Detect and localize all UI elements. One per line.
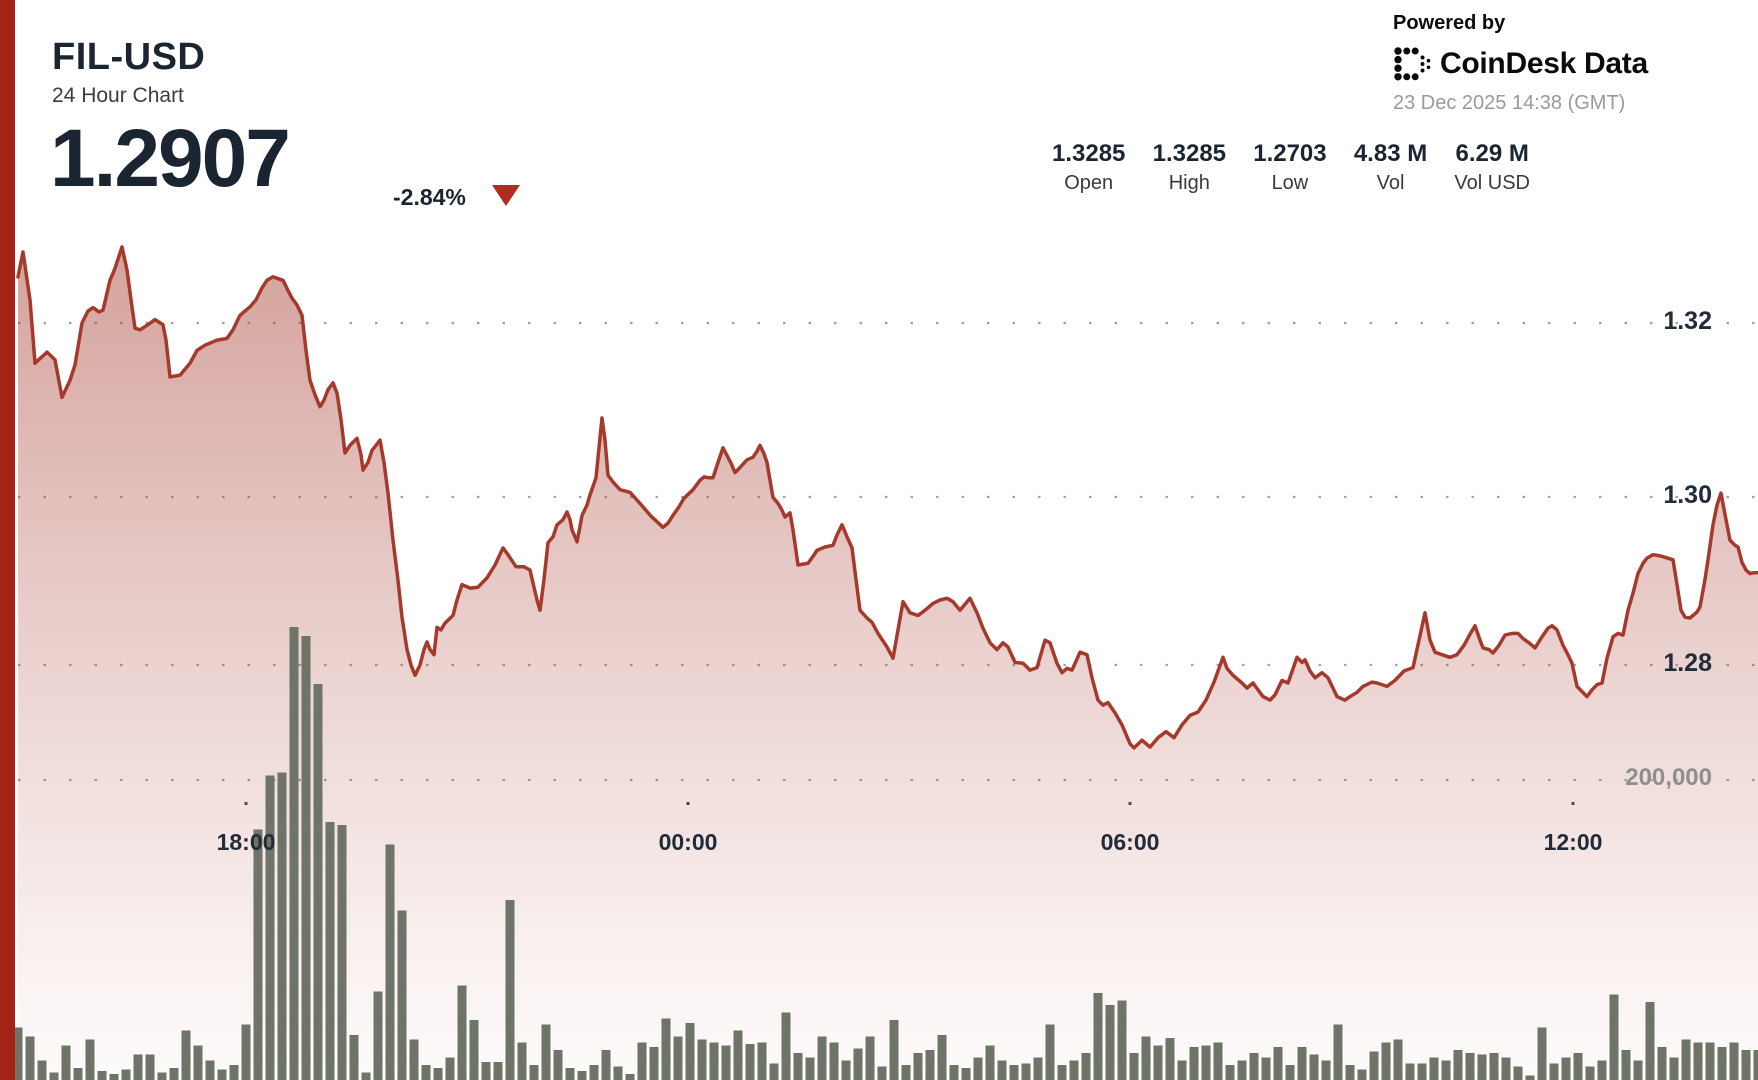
stat-low: 1.2703 Low [1253,140,1327,194]
powered-by-block[interactable]: Powered by CoinDesk Data 23 Dec 2025 14:… [1393,12,1703,115]
y-axis-price-label: 1.28 [1663,649,1712,677]
symbol-title: FIL-USD [52,36,206,78]
stat-vol: 4.83 M Vol [1353,140,1428,194]
chart-subtitle: 24 Hour Chart [52,84,184,107]
x-axis-ticks [244,802,1575,805]
x-axis-time-label: 12:00 [1543,829,1603,855]
left-accent-bar [0,0,15,1080]
down-triangle-icon [492,185,520,206]
y-axis-price-label: 1.32 [1663,307,1712,335]
stat-vol-usd: 6.29 M Vol USD [1454,140,1530,194]
x-axis-time-label: 18:00 [216,829,276,855]
current-price: 1.2907 [50,113,291,204]
x-axis-time-label: 06:00 [1100,829,1160,855]
y-axis-price-label: 1.30 [1663,481,1712,509]
y-axis-volume-label: 200,000 [1625,764,1712,791]
stat-high: 1.3285 High [1152,140,1227,194]
coindesk-brand-text: CoinDesk Data [1440,47,1648,80]
stat-open: 1.3285 Open [1052,140,1126,194]
change-percent: -2.84% [393,184,466,210]
x-axis-time-label: 00:00 [658,829,718,855]
powered-by-label: Powered by [1393,12,1506,34]
coindesk-logo-icon [1393,45,1431,83]
price-line [16,245,1758,750]
price-area-fill [18,246,1758,1080]
chart-timestamp: 23 Dec 2025 14:38 (GMT) [1393,92,1626,114]
ohlc-stats-row: 1.3285 Open 1.3285 High 1.2703 Low 4.83 M Vo… [1052,140,1530,195]
volume-bars [13,627,1758,1080]
